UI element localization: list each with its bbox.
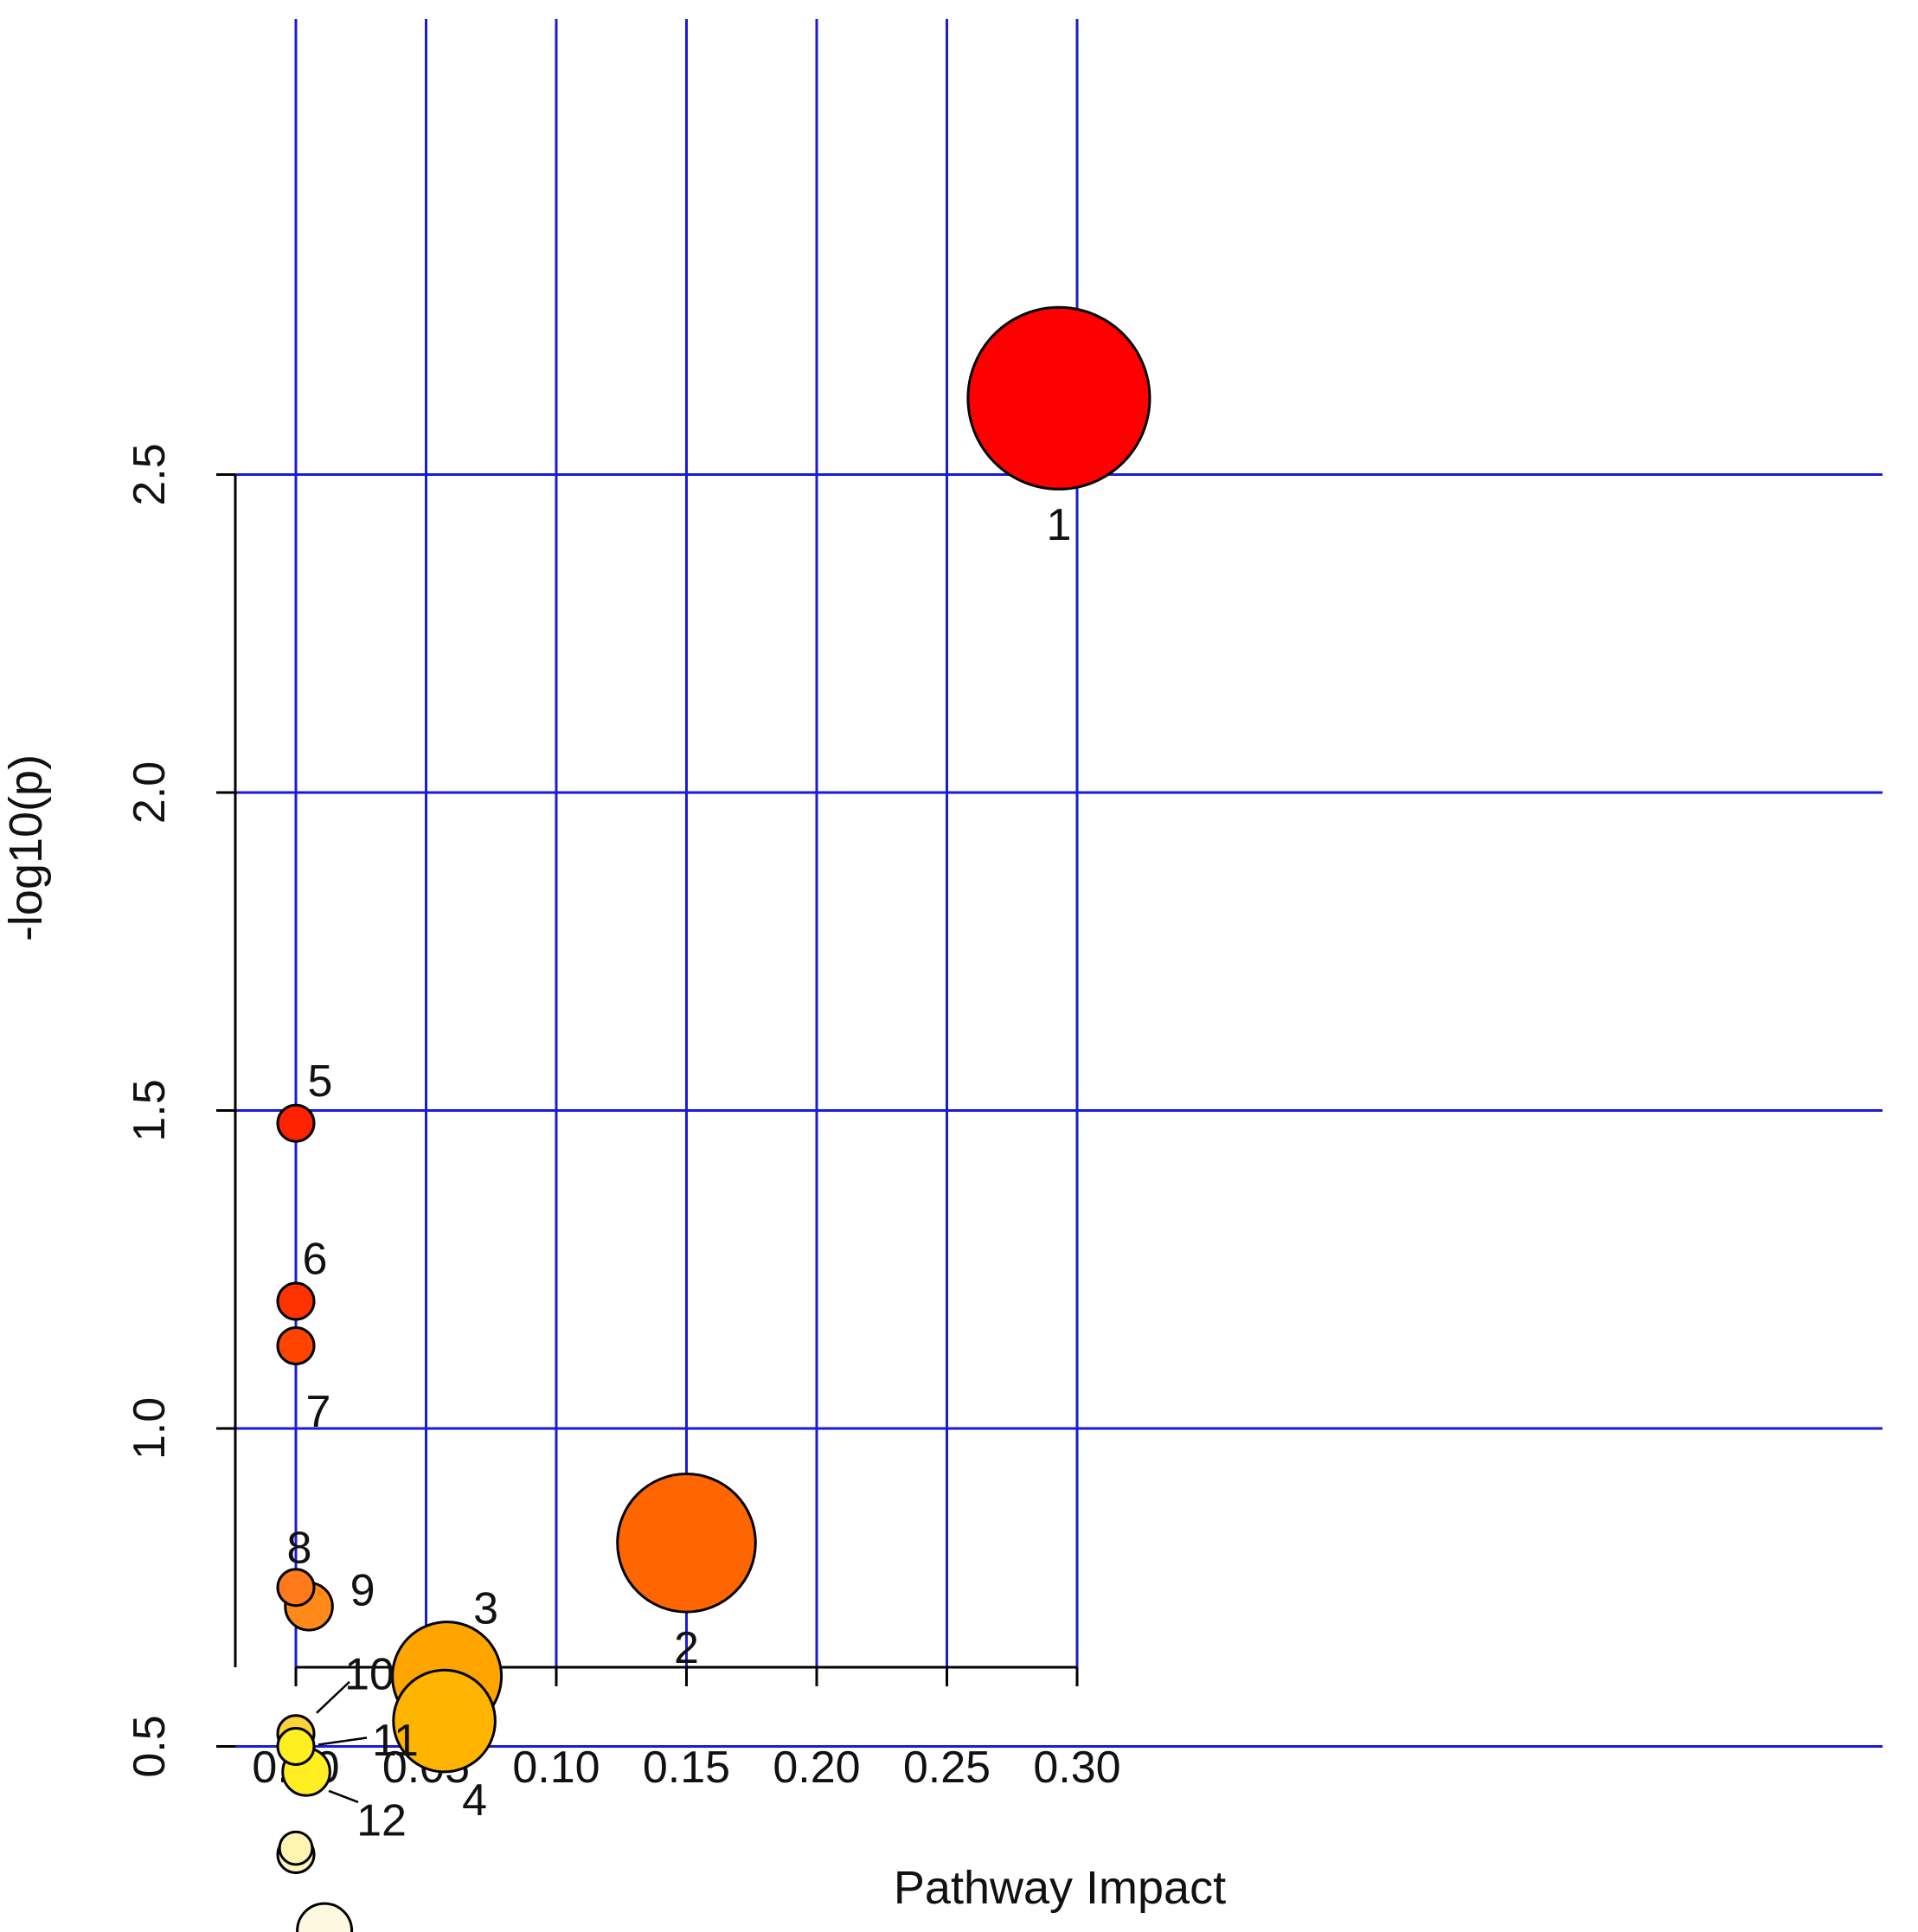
data-point-2	[616, 1473, 757, 1614]
y-tick-label: 2.0	[125, 761, 175, 824]
point-label-11: 11	[372, 1716, 419, 1766]
x-axis-title: Pathway Impact	[894, 1862, 1226, 1914]
point-label-2: 2	[674, 1623, 699, 1673]
leader-layer	[316, 1680, 368, 1804]
x-tick-label: 0.15	[643, 1743, 730, 1793]
label-layer: 12345678910111213	[287, 500, 1072, 1846]
data-point-8	[276, 1568, 316, 1608]
x-tick-label: 0.10	[512, 1743, 600, 1793]
point-label-7: 7	[306, 1387, 331, 1437]
point-label-1: 1	[1046, 500, 1071, 550]
x-tick-label: 0.25	[903, 1743, 991, 1793]
x-tick-label: 0.30	[1033, 1743, 1120, 1793]
point-layer	[276, 305, 1151, 1932]
y-tick-label: 1.0	[125, 1397, 175, 1460]
data-point	[278, 1830, 314, 1866]
x-tick-label: 0.20	[773, 1743, 860, 1793]
point-label-6: 6	[303, 1235, 328, 1285]
data-point-13	[296, 1902, 354, 1932]
data-point-5	[276, 1103, 316, 1143]
y-tick-label: 0.5	[125, 1715, 175, 1777]
leader-line-10	[316, 1680, 350, 1714]
point-label-12: 12	[356, 1796, 407, 1846]
point-label-10: 10	[344, 1650, 395, 1700]
point-label-8: 8	[287, 1523, 312, 1573]
point-label-4: 4	[462, 1775, 487, 1826]
axis-layer: 0.000.050.100.150.200.250.300.51.01.52.0…	[125, 443, 1121, 1793]
grid-layer	[235, 19, 1883, 1748]
point-label-5: 5	[308, 1056, 333, 1107]
data-point-11	[276, 1727, 316, 1766]
y-axis-title: -log10(p)	[0, 754, 52, 941]
data-point-4	[392, 1668, 497, 1774]
point-label-9: 9	[350, 1566, 375, 1616]
y-tick-label: 1.5	[125, 1079, 175, 1141]
data-point-6	[276, 1281, 316, 1321]
data-point-1	[966, 305, 1151, 491]
point-label-3: 3	[473, 1583, 498, 1634]
leader-line-12	[328, 1789, 359, 1804]
data-point-7	[276, 1325, 316, 1365]
leader-line-11	[318, 1736, 368, 1746]
y-tick-label: 2.5	[125, 443, 175, 505]
